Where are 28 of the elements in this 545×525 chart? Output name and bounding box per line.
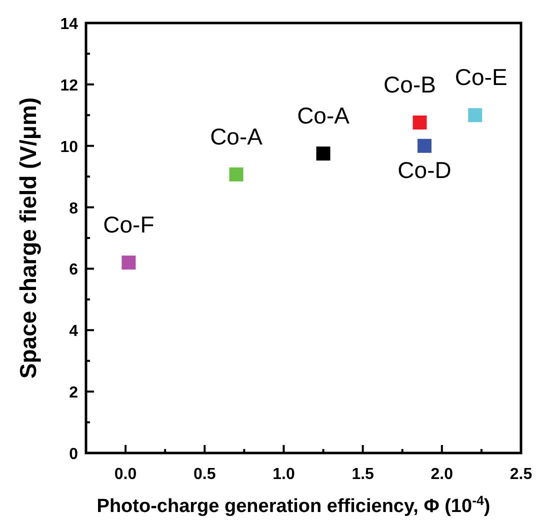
y-tick-label: 6 xyxy=(69,262,78,279)
point xyxy=(412,116,427,130)
x-tick-label: 2.5 xyxy=(510,466,532,483)
point xyxy=(229,167,244,182)
y-axis-title: Space charge field (V/μm) xyxy=(15,97,41,379)
x-tick-label: 0.0 xyxy=(114,466,137,483)
y-tick-label: 12 xyxy=(60,77,78,94)
x-axis-title: Photo-charge generation efficiency, Φ (10$^{-4}$) xyxy=(96,492,490,517)
y-tick-label: 2 xyxy=(69,384,78,402)
series-label: Co-A xyxy=(210,123,264,150)
point xyxy=(418,138,432,153)
series-label: Co-F xyxy=(103,212,154,238)
x-tick-label: 0.5 xyxy=(194,466,216,483)
y-tick-label: 14 xyxy=(60,16,78,33)
x-tick-label: 1.0 xyxy=(272,466,295,483)
y-tick-label: 0 xyxy=(69,446,78,463)
y-tick-label: 8 xyxy=(69,200,78,218)
point xyxy=(122,256,136,270)
series-label: Co-E xyxy=(454,64,508,90)
y-tick-label: 4 xyxy=(69,323,78,340)
point xyxy=(316,146,330,161)
x-tick-label: 2.0 xyxy=(430,466,454,483)
series-label: Co-D xyxy=(398,156,452,183)
series-label: Co-B xyxy=(384,72,436,98)
series-label: Co-A xyxy=(297,102,350,129)
y-tick-label: 10 xyxy=(60,138,78,156)
x-tick-label: 1.5 xyxy=(352,466,374,483)
point xyxy=(468,108,482,122)
